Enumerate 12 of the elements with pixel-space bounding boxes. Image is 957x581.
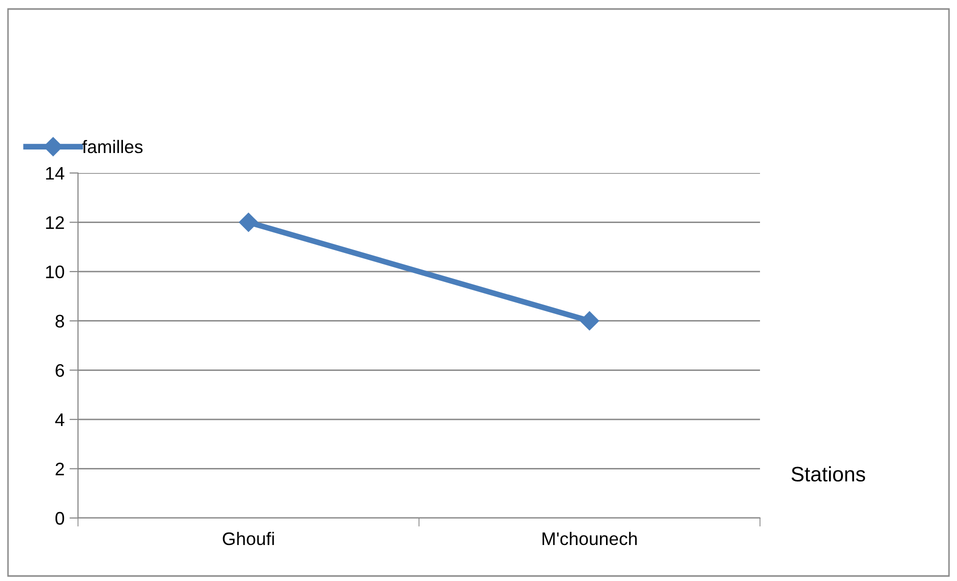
x-axis-title: Stations [792,466,866,482]
legend-label: familles [82,140,143,154]
y-tick-label: 4 [55,414,64,426]
x-tick-label: Ghoufi [222,532,274,546]
y-tick-label: 14 [46,167,64,180]
y-tick-label: 10 [46,266,64,278]
y-tick-label: 8 [56,314,64,328]
y-tick-label: 2 [56,462,64,476]
x-tick-label: M'chounech [542,532,637,546]
y-tick-label: 0 [55,512,64,525]
y-tick-label: 6 [56,364,64,377]
y-tick-label: 12 [46,216,64,229]
